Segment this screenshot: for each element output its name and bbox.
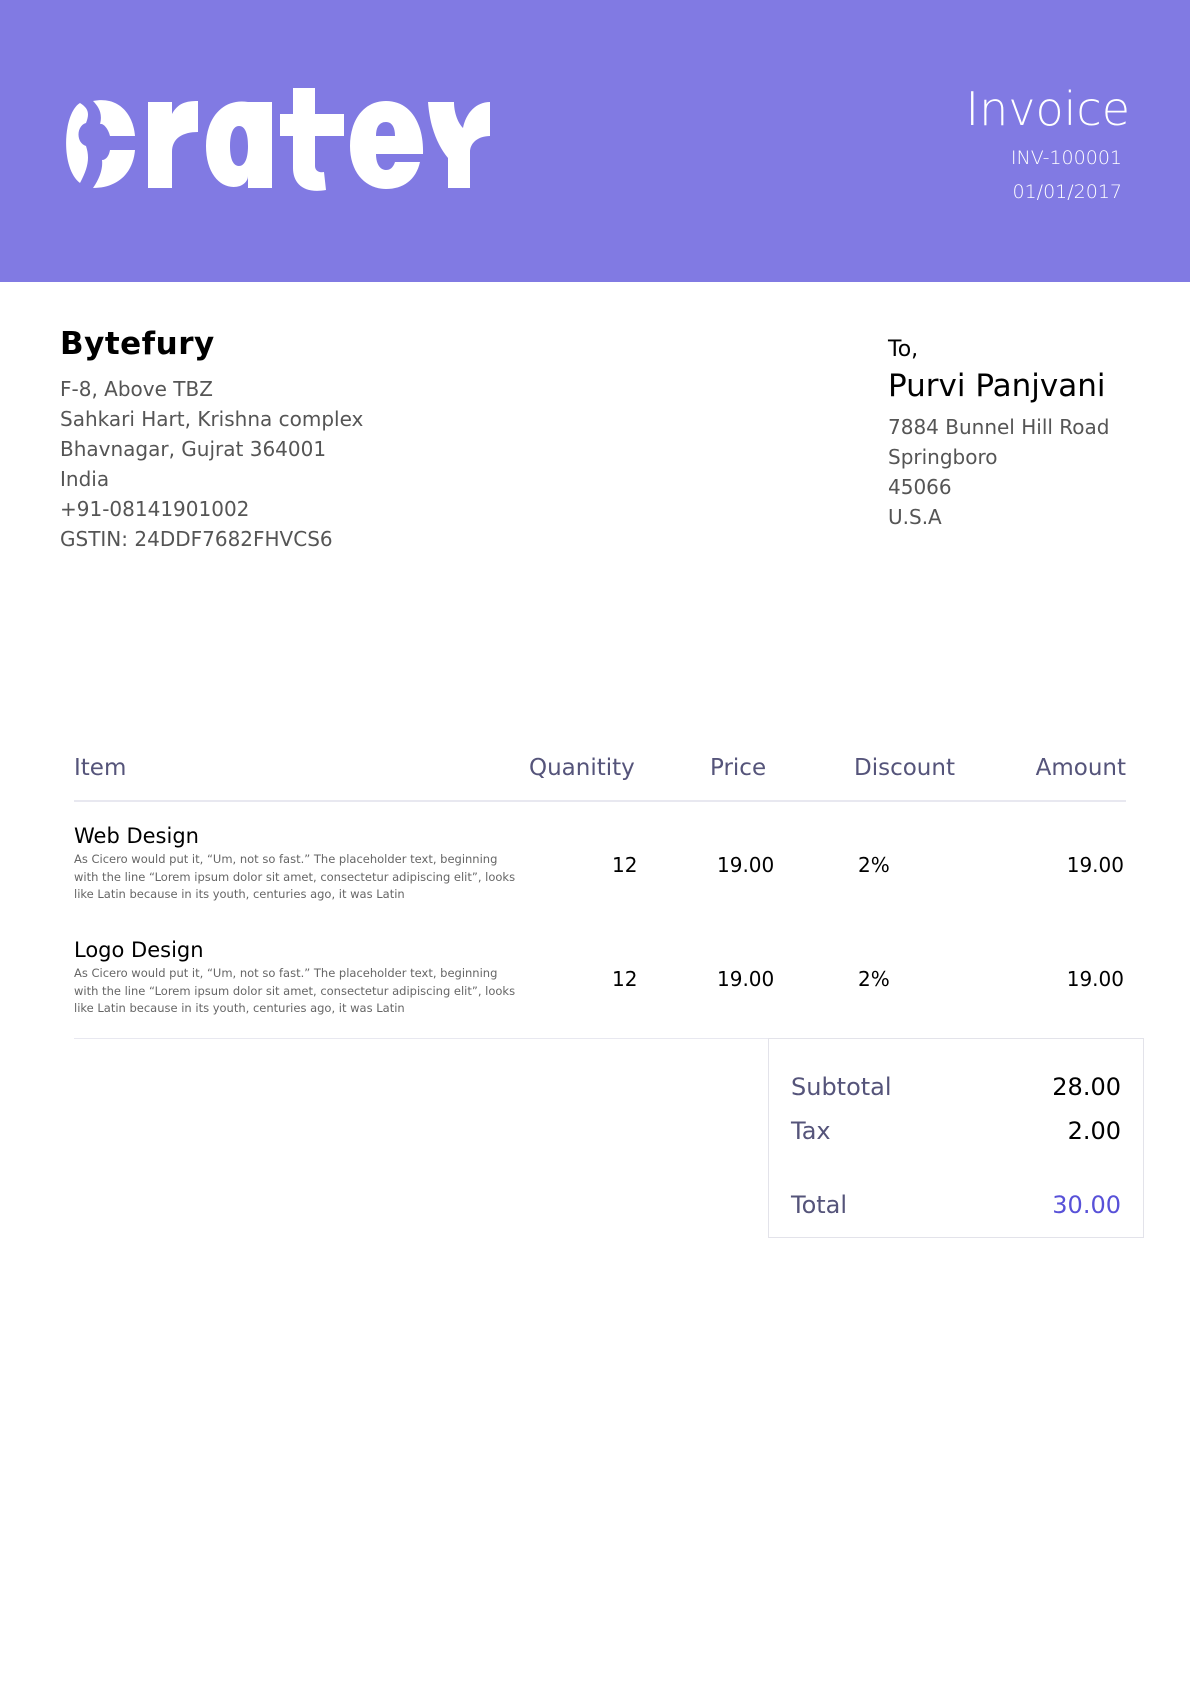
customer-zip: 45066	[888, 475, 952, 499]
invoice-header: Invoice INV-100001 01/01/2017	[0, 0, 1190, 282]
invoice-title: Invoice	[965, 82, 1130, 136]
invoice-number: INV-100001	[1010, 147, 1122, 169]
to-label: To,	[888, 337, 919, 362]
header-price: Price	[710, 755, 767, 781]
item-description-line: with the line “Lorem ipsum dolor sit ame…	[74, 983, 516, 998]
customer-name: Purvi Panjvani	[888, 368, 1106, 404]
header-quantity: Quanitity	[529, 755, 635, 781]
item-quantity: 12	[612, 853, 638, 877]
company-address-line: F-8, Above TBZ	[60, 377, 213, 401]
customer-country: U.S.A	[888, 505, 942, 529]
item-quantity: 12	[612, 967, 638, 991]
item-price: 19.00	[717, 853, 775, 877]
item-description: As Cicero would put it, “Um, not so fast…	[74, 851, 534, 904]
item-description: As Cicero would put it, “Um, not so fast…	[74, 965, 534, 1018]
company-phone: +91-08141901002	[60, 497, 250, 521]
item-name: Web Design	[74, 824, 199, 848]
customer-city: Springboro	[888, 445, 998, 469]
item-price: 19.00	[717, 967, 775, 991]
header-amount: Amount	[1035, 755, 1126, 781]
total-value: 30.00	[1052, 1191, 1121, 1219]
subtotal-value: 28.00	[1052, 1073, 1121, 1101]
item-discount: 2%	[858, 853, 890, 877]
item-description-line: like Latin because in its youth, centuri…	[74, 887, 405, 901]
crater-logo	[66, 88, 490, 191]
company-name: Bytefury	[60, 326, 215, 362]
company-gstin: GSTIN: 24DDF7682FHVCS6	[60, 527, 333, 551]
tax-value: 2.00	[1067, 1117, 1121, 1145]
header-divider	[74, 800, 1126, 802]
tax-label: Tax	[791, 1117, 831, 1145]
item-description-line: like Latin because in its youth, centuri…	[74, 1001, 405, 1015]
item-description-line: with the line “Lorem ipsum dolor sit ame…	[74, 869, 516, 884]
items-divider	[74, 1038, 1126, 1039]
item-description-line: As Cicero would put it, “Um, not so fast…	[74, 966, 498, 980]
item-amount: 19.00	[1066, 853, 1124, 877]
company-country: India	[60, 467, 110, 491]
item-amount: 19.00	[1066, 967, 1124, 991]
header-discount: Discount	[854, 755, 955, 781]
subtotal-label: Subtotal	[791, 1073, 892, 1101]
company-address-line: Sahkari Hart, Krishna complex	[60, 407, 364, 431]
totals-box: Subtotal 28.00 Tax 2.00 Total 30.00	[768, 1038, 1144, 1238]
customer-address-line: 7884 Bunnel Hill Road	[888, 415, 1110, 439]
item-name: Logo Design	[74, 938, 204, 962]
header-item: Item	[74, 755, 127, 781]
invoice-date: 01/01/2017	[1012, 181, 1122, 203]
item-discount: 2%	[858, 967, 890, 991]
item-description-line: As Cicero would put it, “Um, not so fast…	[74, 852, 498, 866]
total-label: Total	[791, 1191, 848, 1219]
company-address-line: Bhavnagar, Gujrat 364001	[60, 437, 327, 461]
